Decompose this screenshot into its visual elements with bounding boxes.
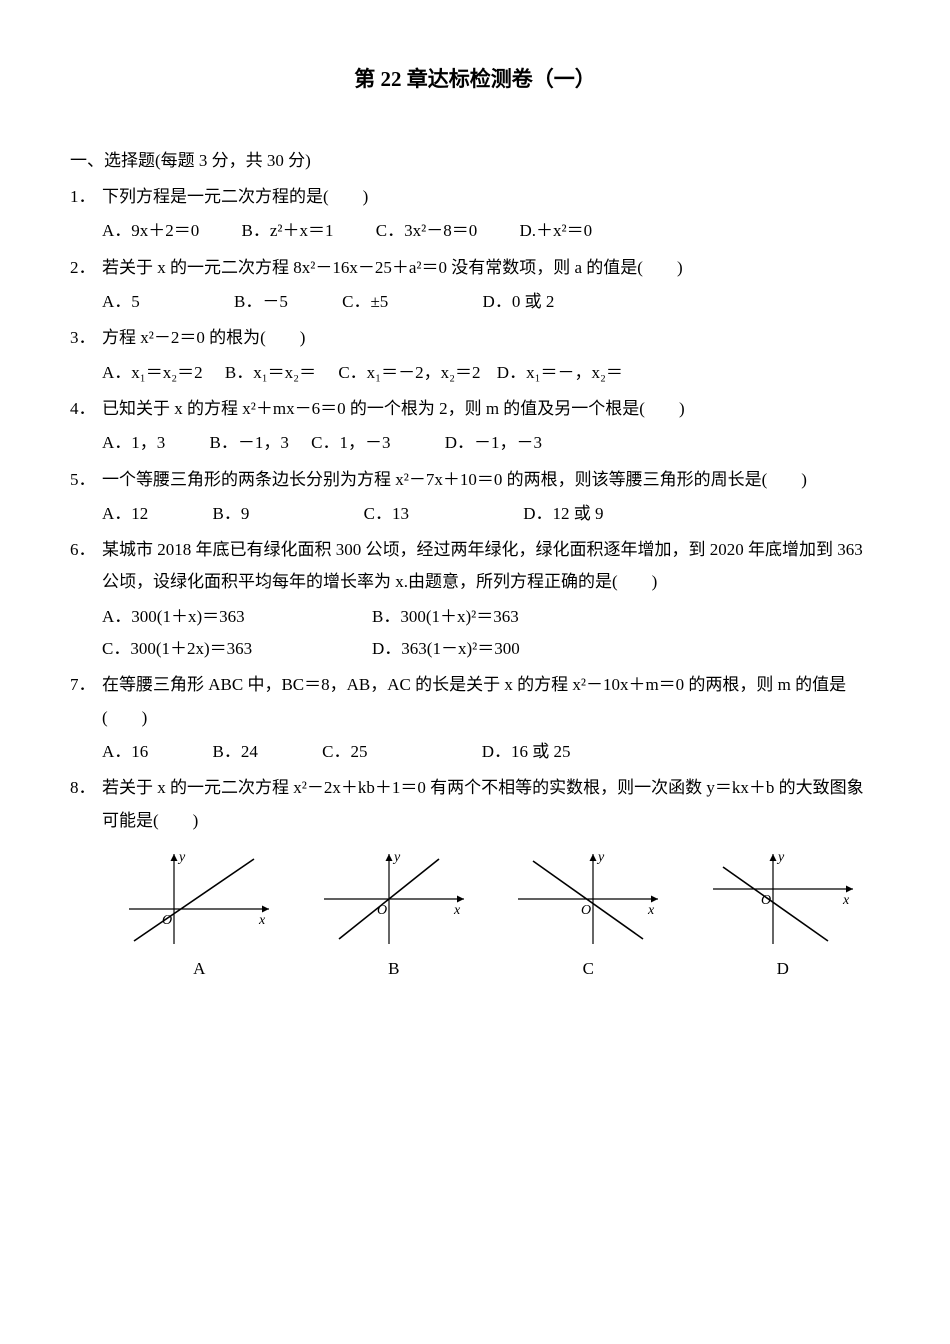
q5-options: A．12 B．9 C．13 D．12 或 9 [70, 498, 880, 530]
q1-option-b: B．z²＋x＝1 [242, 221, 334, 240]
origin-label: O [581, 903, 591, 918]
question-1: 1． 下列方程是一元二次方程的是( ) A．9x＋2＝0 B．z²＋x＝1 C．… [70, 181, 880, 248]
q8-number: 8． [70, 772, 102, 837]
q5-number: 5． [70, 464, 102, 496]
q4-options: A．1，3 B．－1，3 C．1，－3 D．－1，－3 [70, 427, 880, 459]
q2-options: A．5 B．－5 C．±5 D．0 或 2 [70, 286, 880, 318]
q8-graph-c: y x O C [491, 849, 686, 985]
q1-options: A．9x＋2＝0 B．z²＋x＝1 C．3x²－8＝0 D.＋x²＝0 [70, 215, 880, 247]
question-3: 3． 方程 x²－2＝0 的根为( ) A．x₁＝x₂＝2 B．x₁＝x₂＝ C… [70, 322, 880, 389]
q2-option-b: B．－5 [234, 292, 288, 311]
question-8: 8． 若关于 x 的一元二次方程 x²－2x＋kb＋1＝0 有两个不相等的实数根… [70, 772, 880, 985]
page-title: 第 22 章达标检测卷（一） [70, 60, 880, 100]
question-6: 6． 某城市 2018 年底已有绿化面积 300 公顷，经过两年绿化，绿化面积逐… [70, 534, 880, 665]
y-axis-label: y [776, 850, 785, 865]
q5-option-d: D．12 或 9 [523, 504, 603, 523]
q5-option-a: A．12 [102, 504, 148, 523]
q7-option-c: C．25 [322, 742, 367, 761]
q3-option-b: B．x₁＝x₂＝ [225, 363, 316, 382]
x-axis-label: x [647, 903, 655, 918]
q7-stem: 在等腰三角形 ABC 中，BC＝8，AB，AC 的长是关于 x 的方程 x²－1… [102, 669, 880, 734]
q5-option-b: B．9 [213, 504, 250, 523]
q7-option-d: D．16 或 25 [482, 742, 571, 761]
section-1-heading: 一、选择题(每题 3 分，共 30 分) [70, 145, 880, 177]
question-4: 4． 已知关于 x 的方程 x²＋mx－6＝0 的一个根为 2，则 m 的值及另… [70, 393, 880, 460]
x-axis-label: x [453, 903, 461, 918]
q6-option-b: B．300(1＋x)²＝363 [372, 601, 642, 633]
q1-option-c: C．3x²－8＝0 [376, 221, 477, 240]
q2-option-d: D．0 或 2 [483, 292, 555, 311]
origin-label: O [761, 893, 771, 908]
q8-graph-d-label: D [777, 953, 789, 985]
q8-graph-d: y x O D [686, 849, 881, 985]
question-5: 5． 一个等腰三角形的两条边长分别为方程 x²－7x＋10＝0 的两根，则该等腰… [70, 464, 880, 531]
q5-stem: 一个等腰三角形的两条边长分别为方程 x²－7x＋10＝0 的两根，则该等腰三角形… [102, 464, 880, 496]
q7-option-a: A．16 [102, 742, 148, 761]
q8-graph-a: y x O A [102, 849, 297, 985]
y-axis-label: y [177, 850, 186, 865]
q4-option-a: A．1，3 [102, 433, 165, 452]
q4-number: 4． [70, 393, 102, 425]
q6-stem: 某城市 2018 年底已有绿化面积 300 公顷，经过两年绿化，绿化面积逐年增加… [102, 534, 880, 599]
q7-number: 7． [70, 669, 102, 734]
q3-number: 3． [70, 322, 102, 354]
y-axis-label: y [392, 850, 401, 865]
q5-option-c: C．13 [364, 504, 409, 523]
q6-option-d: D．363(1－x)²＝300 [372, 633, 642, 665]
q7-options: A．16 B．24 C．25 D．16 或 25 [70, 736, 880, 768]
q1-stem: 下列方程是一元二次方程的是( ) [102, 181, 880, 213]
q8-graph-a-label: A [193, 953, 205, 985]
origin-label: O [162, 913, 172, 928]
q6-option-c: C．300(1＋2x)＝363 [102, 633, 372, 665]
q6-number: 6． [70, 534, 102, 599]
q4-option-b: B．－1，3 [210, 433, 289, 452]
question-7: 7． 在等腰三角形 ABC 中，BC＝8，AB，AC 的长是关于 x 的方程 x… [70, 669, 880, 768]
x-axis-label: x [258, 913, 266, 928]
q2-option-c: C．±5 [342, 292, 388, 311]
q8-graph-c-label: C [583, 953, 594, 985]
y-axis-label: y [596, 850, 605, 865]
q6-option-a: A．300(1＋x)＝363 [102, 601, 372, 633]
q3-option-d: D．x₁＝－，x₂＝ [497, 363, 623, 382]
q3-options: A．x₁＝x₂＝2 B．x₁＝x₂＝ C．x₁＝－2，x₂＝2 D．x₁＝－，x… [70, 357, 880, 389]
q8-graph-b: y x O B [297, 849, 492, 985]
question-2: 2． 若关于 x 的一元二次方程 8x²－16x－25＋a²＝0 没有常数项，则… [70, 252, 880, 319]
q2-stem: 若关于 x 的一元二次方程 8x²－16x－25＋a²＝0 没有常数项，则 a … [102, 252, 880, 284]
q7-option-b: B．24 [213, 742, 258, 761]
q3-option-a: A．x₁＝x₂＝2 [102, 363, 203, 382]
q2-option-a: A．5 [102, 292, 140, 311]
q3-option-c: C．x₁＝－2，x₂＝2 [338, 363, 480, 382]
q2-number: 2． [70, 252, 102, 284]
q6-options: A．300(1＋x)＝363 B．300(1＋x)²＝363 C．300(1＋2… [70, 601, 880, 666]
q4-option-d: D．－1，－3 [445, 433, 542, 452]
x-axis-label: x [842, 893, 850, 908]
origin-label: O [377, 903, 387, 918]
q1-option-a: A．9x＋2＝0 [102, 221, 199, 240]
q4-option-c: C．1，－3 [311, 433, 390, 452]
q8-graphs: y x O A y x O B y [70, 849, 880, 985]
q4-stem: 已知关于 x 的方程 x²＋mx－6＝0 的一个根为 2，则 m 的值及另一个根… [102, 393, 880, 425]
q8-graph-b-label: B [388, 953, 399, 985]
q1-number: 1． [70, 181, 102, 213]
q3-stem: 方程 x²－2＝0 的根为( ) [102, 322, 880, 354]
q1-option-d: D.＋x²＝0 [519, 221, 592, 240]
q8-stem: 若关于 x 的一元二次方程 x²－2x＋kb＋1＝0 有两个不相等的实数根，则一… [102, 772, 880, 837]
